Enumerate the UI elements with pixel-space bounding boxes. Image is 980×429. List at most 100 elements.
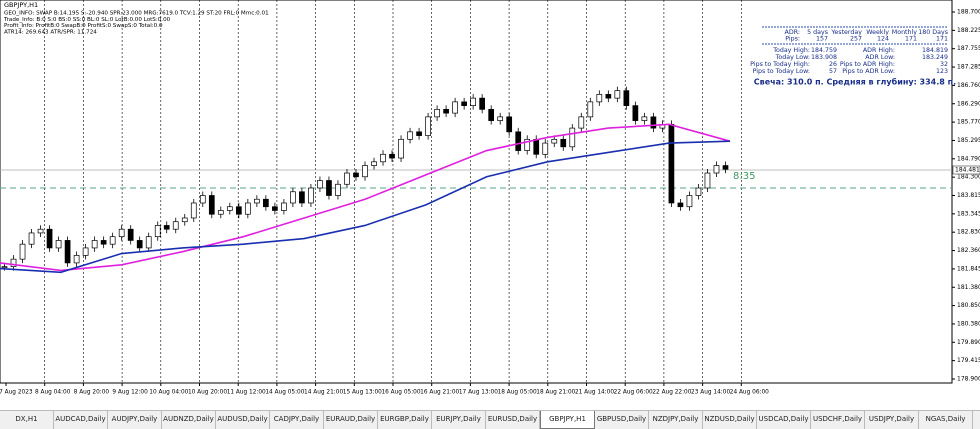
symbol-tab[interactable]: AUDJPY,Daily — [108, 411, 162, 429]
candle — [272, 206, 278, 211]
panel-cell: 180 Days — [918, 29, 948, 36]
symbol-title: GBPJPY,H1 — [4, 1, 38, 9]
candle — [497, 116, 504, 121]
candle — [713, 165, 720, 174]
candle — [587, 101, 594, 118]
info-line: Profit_Info: ProfitB:0 SwapB:0 ProfitS:0… — [4, 23, 163, 29]
candle — [73, 255, 80, 264]
panel-cell: Pips to ADR Low: — [842, 68, 895, 75]
candle-stats: Свеча: 310.0 п. Средняя в глубину: 334.8… — [754, 77, 956, 87]
moving-average — [0, 140, 731, 274]
symbol-tab[interactable]: CADJPY,Daily — [270, 411, 324, 429]
candle — [28, 232, 35, 245]
candle — [235, 206, 242, 215]
symbol-tab[interactable]: GBPJPY,H1 — [540, 411, 595, 429]
candle — [551, 138, 558, 144]
candle — [560, 138, 567, 148]
symbol-tab[interactable]: NGAS,Daily — [919, 411, 973, 429]
panel-cell: Pips to Today Low: — [753, 68, 810, 75]
time-label: 17 Aug 13:00 — [459, 390, 498, 396]
symbol-tab[interactable]: NZDJPY,Daily — [649, 411, 703, 429]
time-label: 16 Aug 05:00 — [381, 390, 420, 396]
candle — [470, 97, 476, 106]
candle — [136, 240, 143, 249]
price-label: 185.295 — [957, 137, 980, 144]
price-label: 180.850 — [957, 302, 980, 309]
time-label: 18 Aug 21:00 — [536, 390, 575, 396]
price-marker — [952, 165, 980, 175]
panel-cell: Yesterday — [830, 29, 862, 36]
candle — [335, 183, 341, 196]
panel-cell: Today Low: — [775, 54, 810, 61]
symbol-tab[interactable]: DX,H1 — [0, 411, 54, 429]
panel-cell: 26 — [829, 61, 837, 68]
panel-cell: ADR Low: — [865, 54, 895, 61]
price-label: 184.790 — [957, 155, 980, 162]
panel-cell: ADR: — [785, 29, 800, 36]
candle — [416, 131, 422, 136]
candle — [172, 221, 179, 230]
time-label: 15 Aug 13:00 — [343, 390, 382, 396]
candle — [299, 191, 305, 204]
panel-cell: 184.819 — [922, 47, 948, 54]
price-label: 187.755 — [957, 45, 980, 52]
candle — [641, 116, 648, 121]
candle — [263, 198, 269, 208]
panel-cell: Pips to Today High: — [750, 61, 810, 68]
price-label: 183.815 — [957, 192, 980, 199]
symbol-tab[interactable]: EURUSD,Daily — [486, 411, 540, 429]
candle — [614, 90, 621, 99]
price-label: 186.760 — [957, 82, 980, 89]
symbol-tab[interactable]: USDCAD,Daily — [757, 411, 811, 429]
panel-cell: 123 — [936, 68, 948, 75]
candle — [154, 225, 161, 238]
symbol-tab[interactable]: EURGBP,Daily — [378, 411, 432, 429]
candle — [686, 195, 693, 208]
panel-cell: 184.759 — [811, 47, 837, 54]
current-price-label: 184.481 — [955, 166, 980, 173]
price-label: 183.345 — [957, 210, 980, 217]
symbol-tab[interactable]: AUDNZD,Daily — [162, 411, 216, 429]
candle — [542, 142, 549, 155]
candle — [254, 198, 260, 204]
price-label: 182.830 — [957, 229, 980, 236]
candle — [380, 153, 386, 163]
candle — [190, 202, 197, 219]
candle — [199, 195, 206, 204]
time-label: 14 Aug 21:00 — [304, 390, 343, 396]
symbol-tab[interactable]: AUDCAD,Daily — [54, 411, 108, 429]
symbol-tab[interactable]: EURJPY,Daily — [432, 411, 486, 429]
candle — [515, 131, 522, 151]
time-label: 14 Aug 05:00 — [265, 390, 304, 396]
info-line: ATR14: 269.643 ATR/SPR: 11.724 — [4, 29, 97, 35]
price-label: 179.415 — [957, 357, 980, 364]
symbol-tab[interactable]: GBPUSD,Daily — [595, 411, 649, 429]
candle — [308, 187, 314, 204]
symbol-tab[interactable]: EURAUD,Daily — [324, 411, 378, 429]
candle — [37, 228, 44, 234]
price-label: 179.890 — [957, 339, 980, 346]
panel-cell: Pips: — [785, 36, 800, 43]
candle — [533, 138, 540, 155]
panel-cell: 5 days — [807, 29, 828, 36]
candle — [605, 94, 612, 99]
candle — [127, 228, 134, 241]
candle — [479, 97, 486, 110]
symbol-tab[interactable]: AUDUSD,Daily — [216, 411, 270, 429]
candle — [19, 243, 26, 260]
candle — [100, 240, 107, 245]
symbol-tab[interactable]: USDJPY,Daily — [865, 411, 919, 429]
symbol-tab[interactable]: USDCHF,Daily — [811, 411, 865, 429]
panel-cell: 57 — [829, 68, 837, 75]
time-label: 21 Aug 14:00 — [575, 390, 614, 396]
candle — [145, 236, 152, 249]
symbol-tab[interactable]: NZDUSD,Daily — [703, 411, 757, 429]
time-label: 10 Aug 20:00 — [188, 390, 227, 396]
candle — [244, 202, 251, 215]
price-label: 188.700 — [957, 9, 980, 16]
candle — [434, 109, 440, 118]
candle — [217, 210, 224, 215]
candle — [632, 105, 639, 121]
candle — [506, 116, 513, 133]
time-label: 24 Aug 06:00 — [730, 390, 769, 396]
